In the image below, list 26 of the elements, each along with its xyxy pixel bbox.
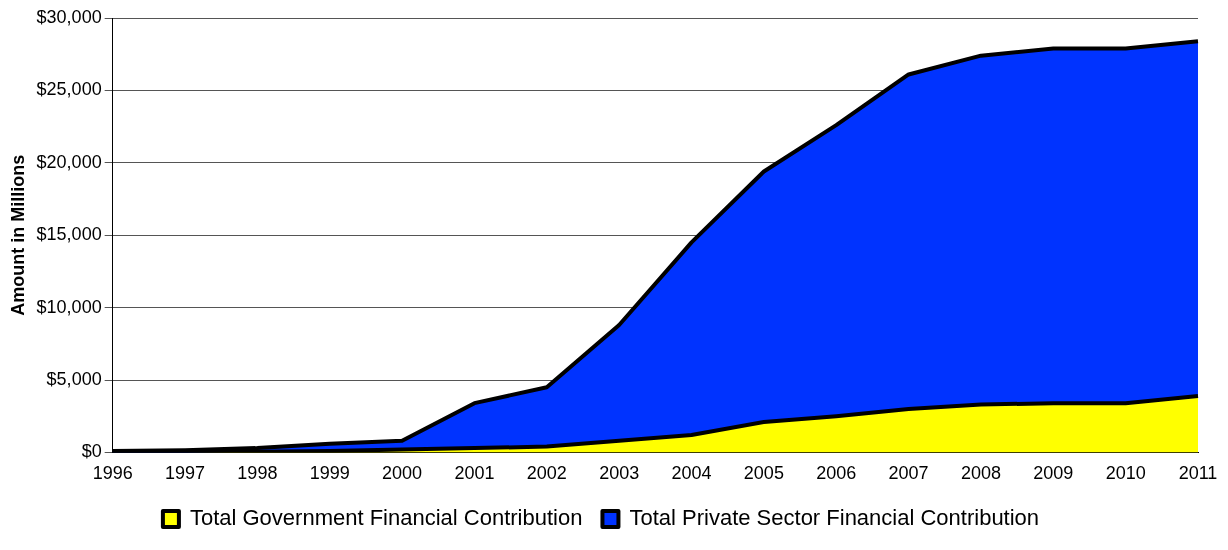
y-tick-label: $30,000 <box>36 6 102 27</box>
legend-label: Total Private Sector Financial Contribution <box>629 505 1040 531</box>
x-tick-label: 1996 <box>92 463 133 484</box>
x-tick-label: 2005 <box>743 463 784 484</box>
x-tick-label: 2000 <box>382 463 423 484</box>
x-tick-label: 2003 <box>599 463 640 484</box>
y-tick-label: $25,000 <box>36 79 102 100</box>
x-tick-label: 2001 <box>454 463 495 484</box>
x-tick-label: 1998 <box>237 463 278 484</box>
x-tick-label: 2002 <box>526 463 567 484</box>
y-tick-label: $10,000 <box>36 296 102 317</box>
y-axis-title: Amount in Millions <box>7 154 28 316</box>
y-tick-label: $5,000 <box>46 368 102 389</box>
x-tick-label: 2008 <box>960 463 1001 484</box>
x-tick-label: 1999 <box>309 463 350 484</box>
x-tick-label: 2009 <box>1033 463 1074 484</box>
x-tick-label: 2007 <box>888 463 929 484</box>
x-tick-label: 2004 <box>671 463 712 484</box>
y-tick-label: $20,000 <box>36 151 102 172</box>
x-tick-label: 2006 <box>816 463 857 484</box>
x-tick-label: 1997 <box>165 463 206 484</box>
legend-label: Total Government Financial Contribution <box>189 505 583 531</box>
x-tick-label: 2011 <box>1178 463 1218 484</box>
y-tick-label: $0 <box>81 441 102 462</box>
y-tick-label: $15,000 <box>36 224 102 245</box>
x-tick-label: 2010 <box>1105 463 1146 484</box>
